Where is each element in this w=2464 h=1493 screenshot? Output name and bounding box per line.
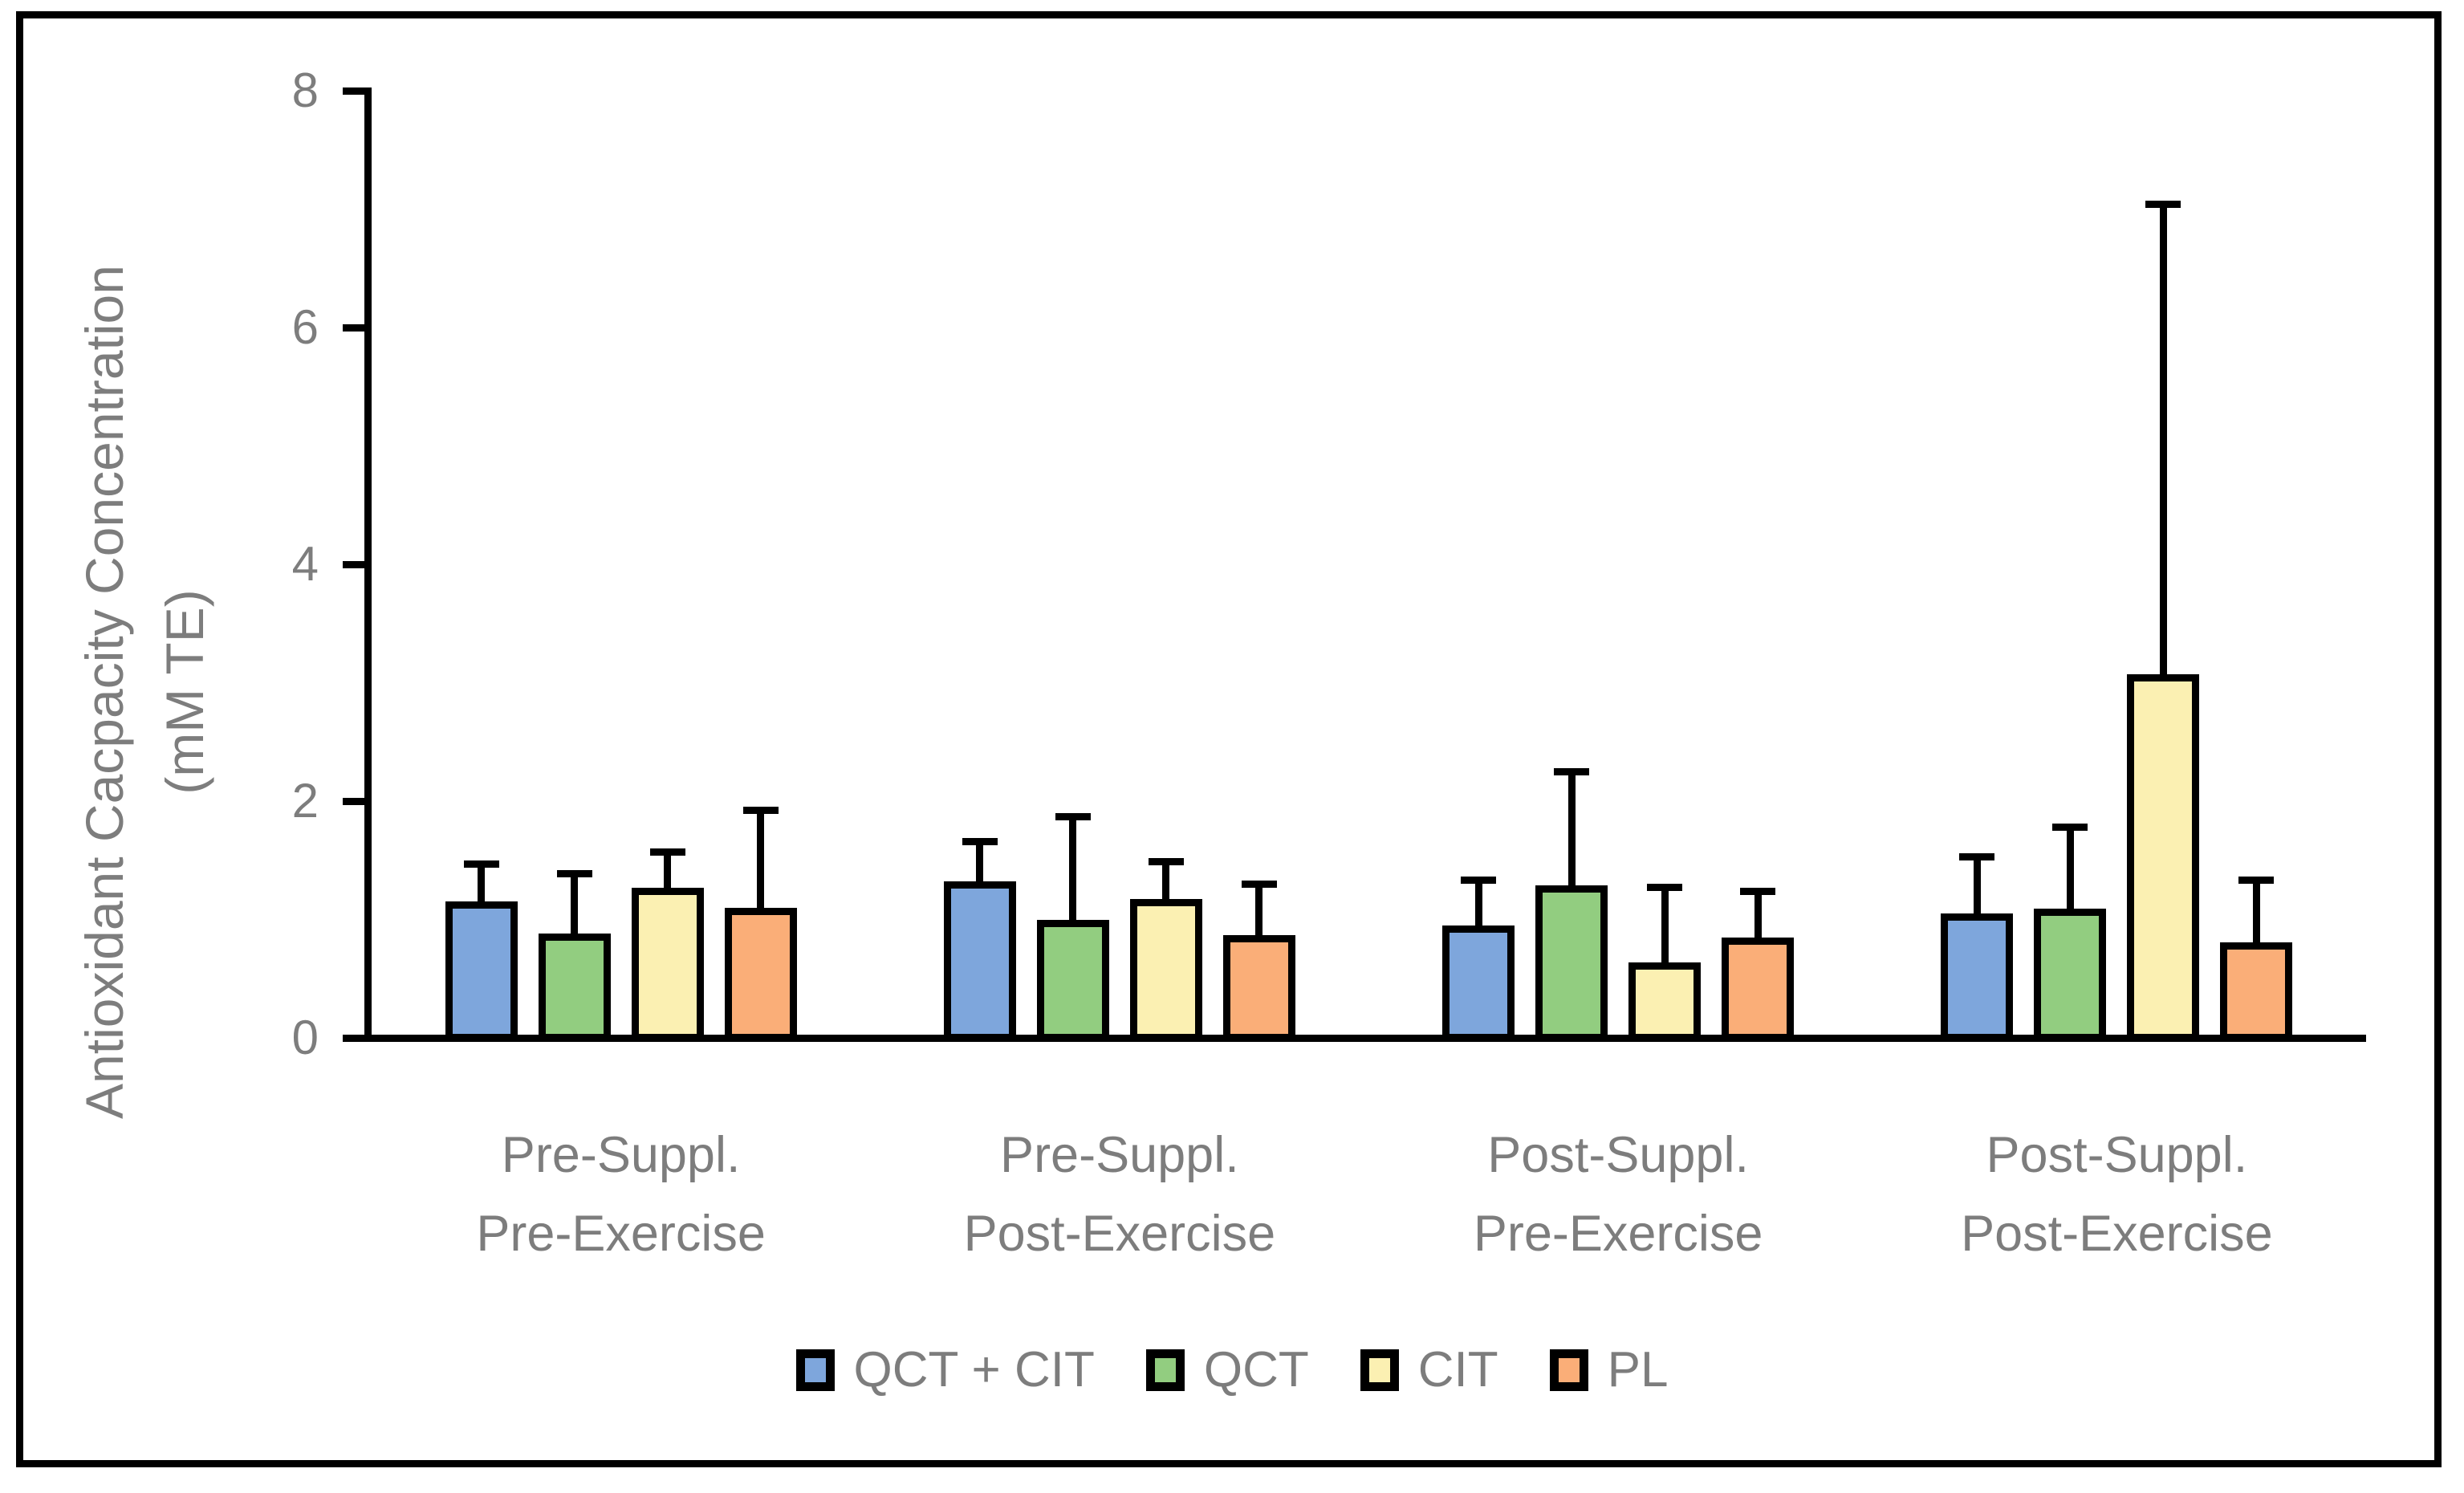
bar-group4-cit <box>2127 674 2200 1041</box>
error-whisker-group3-series3 <box>1661 884 1669 962</box>
error-whisker-group4-series1 <box>1973 852 1981 914</box>
error-whisker-group3-series1 <box>1474 877 1482 925</box>
category-label-2-line1: Pre-Suppl. <box>1000 1127 1239 1183</box>
bar-group3-qct-cit <box>1442 925 1515 1041</box>
error-whisker-group4-series2 <box>2066 824 2074 909</box>
error-cap-group3-series1 <box>1461 877 1497 885</box>
category-label-2-line2: Post-Exercise <box>963 1206 1276 1262</box>
error-cap-group1-series4 <box>742 807 779 815</box>
error-cap-group2-series4 <box>1241 880 1277 888</box>
y-tick-label-8: 8 <box>291 63 319 117</box>
category-label-3: Post-Suppl. Pre-Exercise <box>1393 1116 1843 1273</box>
bar-group1-cit <box>631 887 704 1041</box>
error-cap-group4-series2 <box>2052 824 2088 832</box>
legend-item-qct: QCT <box>1145 1342 1309 1397</box>
legend-swatch-icon <box>1549 1349 1588 1391</box>
bar-group3-qct <box>1535 885 1608 1041</box>
y-tick-label-2: 2 <box>291 774 319 828</box>
bar-group3-pl <box>1722 937 1795 1041</box>
error-cap-group4-series4 <box>2238 877 2275 885</box>
legend-label: PL <box>1607 1342 1669 1397</box>
bar-group4-qct <box>2034 909 2107 1041</box>
error-whisker-group3-series4 <box>1754 887 1762 938</box>
legend-swatch-icon <box>795 1349 835 1391</box>
bar-group2-qct <box>1036 919 1109 1041</box>
error-whisker-group2-series4 <box>1255 880 1263 935</box>
category-label-4-line1: Post-Suppl. <box>1986 1127 2248 1183</box>
category-label-3-line1: Post-Suppl. <box>1487 1127 1749 1183</box>
y-tick-0 <box>343 1035 364 1042</box>
legend-swatch-icon <box>1360 1349 1399 1391</box>
category-label-1-line2: Pre-Exercise <box>476 1206 766 1262</box>
error-whisker-group2-series3 <box>1162 857 1170 900</box>
bar-group1-qct <box>538 934 611 1041</box>
y-tick-2 <box>343 798 364 805</box>
legend: QCT + CIT QCT CIT PL <box>0 1326 2464 1414</box>
legend-label: QCT <box>1203 1342 1309 1397</box>
x-axis-line <box>364 1035 2366 1042</box>
bar-group2-cit <box>1129 899 1202 1041</box>
legend-item-qct-cit: QCT + CIT <box>795 1342 1095 1397</box>
legend-label: CIT <box>1417 1342 1498 1397</box>
error-whisker-group2-series2 <box>1069 812 1077 920</box>
bar-group4-pl <box>2220 942 2293 1041</box>
error-cap-group1-series2 <box>556 869 592 877</box>
error-whisker-group1-series4 <box>757 807 765 908</box>
bar-group1-pl <box>724 907 797 1041</box>
category-label-4: Post-Suppl. Post-Exercise <box>1892 1116 2341 1273</box>
error-cap-group3-series2 <box>1554 767 1590 775</box>
error-whisker-group3-series2 <box>1567 767 1576 885</box>
error-whisker-group4-series4 <box>2252 877 2260 942</box>
category-label-2: Pre-Suppl. Post-Exercise <box>895 1116 1344 1273</box>
error-whisker-group4-series3 <box>2159 201 2167 675</box>
y-tick-8 <box>343 87 364 95</box>
error-cap-group4-series3 <box>2145 201 2181 209</box>
error-cap-group2-series2 <box>1055 812 1091 820</box>
legend-item-pl: PL <box>1549 1342 1669 1397</box>
error-cap-group1-series3 <box>649 848 685 856</box>
category-label-1: Pre-Suppl. Pre-Exercise <box>396 1116 846 1273</box>
error-cap-group3-series3 <box>1647 884 1683 892</box>
chart-outer-frame <box>16 11 2442 1467</box>
bar-group4-qct-cit <box>1941 913 2014 1041</box>
error-whisker-group1-series3 <box>664 848 672 888</box>
bar-group2-pl <box>1222 934 1295 1041</box>
category-label-1-line1: Pre-Suppl. <box>501 1127 741 1183</box>
y-tick-label-0: 0 <box>291 1011 319 1064</box>
error-cap-group3-series4 <box>1740 887 1776 895</box>
error-cap-group2-series3 <box>1148 857 1184 865</box>
y-tick-6 <box>343 324 364 332</box>
bar-group1-qct-cit <box>445 901 518 1041</box>
y-tick-label-4: 4 <box>291 537 319 591</box>
legend-swatch-icon <box>1145 1349 1185 1391</box>
legend-label: QCT + CIT <box>853 1342 1095 1397</box>
error-cap-group4-series1 <box>1959 852 1995 860</box>
error-whisker-group1-series1 <box>478 860 486 902</box>
error-whisker-group1-series2 <box>571 869 579 934</box>
error-cap-group2-series1 <box>962 837 998 845</box>
error-cap-group1-series1 <box>463 860 499 868</box>
legend-item-cit: CIT <box>1360 1345 1498 1395</box>
bar-group2-qct-cit <box>943 881 1016 1041</box>
y-tick-4 <box>343 561 364 568</box>
bar-group3-cit <box>1628 962 1702 1041</box>
category-label-3-line2: Pre-Exercise <box>1473 1206 1763 1262</box>
error-whisker-group2-series1 <box>976 837 984 882</box>
category-label-4-line2: Post-Exercise <box>1961 1206 2273 1262</box>
y-axis-line <box>364 87 372 1041</box>
y-tick-label-6: 6 <box>291 300 319 354</box>
